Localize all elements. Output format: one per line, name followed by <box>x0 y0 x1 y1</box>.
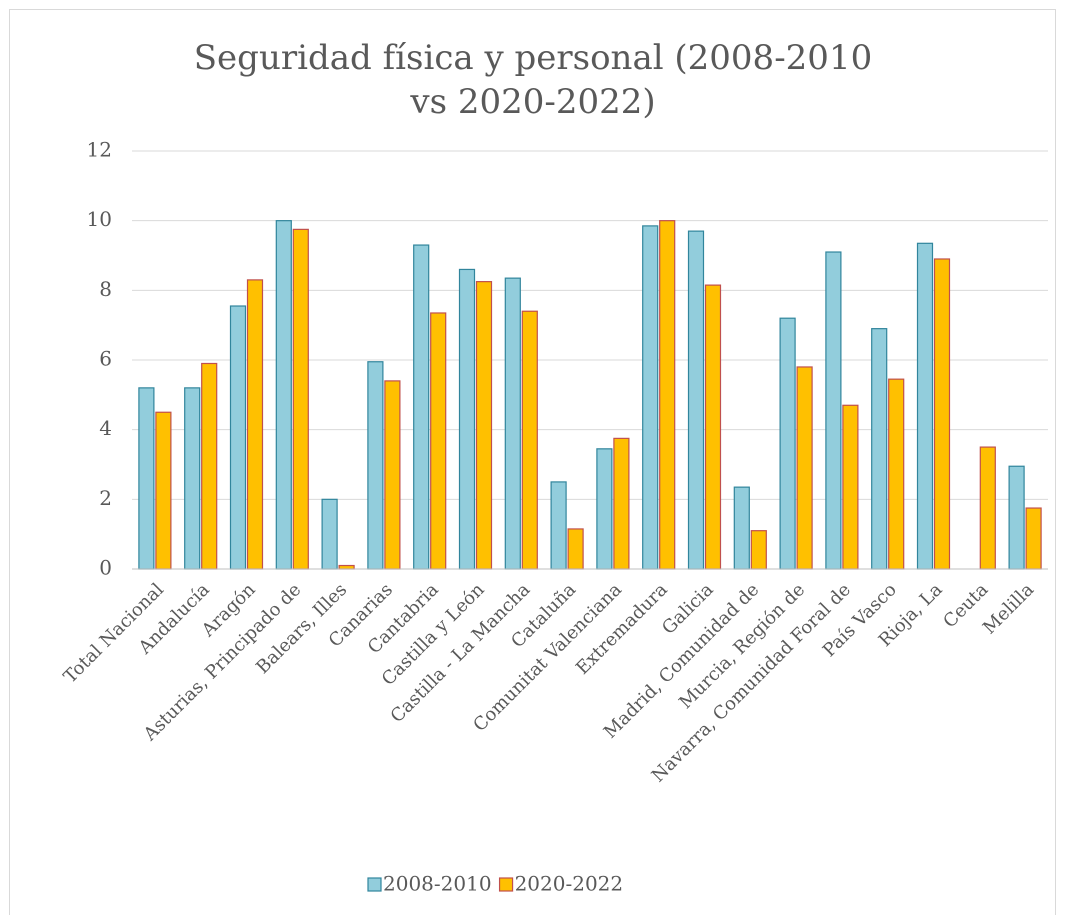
bar <box>275 220 292 570</box>
bar <box>1008 465 1025 570</box>
y-tick-label: 2 <box>99 486 112 510</box>
chart-frame <box>9 9 1056 915</box>
bar <box>933 258 951 570</box>
bar <box>413 244 430 570</box>
bar <box>888 378 905 570</box>
legend-swatch <box>367 877 382 892</box>
bar <box>550 481 567 570</box>
bar <box>138 387 155 570</box>
bar <box>184 387 201 570</box>
y-tick-label: 0 <box>99 556 112 580</box>
bar <box>367 361 384 570</box>
bar <box>796 366 813 570</box>
bar <box>596 448 613 570</box>
bar <box>246 279 264 570</box>
bar <box>475 281 493 570</box>
bar <box>504 277 521 570</box>
bar <box>916 242 934 570</box>
bar <box>430 312 447 570</box>
bar <box>458 268 476 570</box>
y-tick-label: 12 <box>87 138 112 162</box>
y-tick-label: 4 <box>99 416 112 440</box>
x-tick-label: Melilla <box>979 579 1038 638</box>
legend-swatch <box>498 877 514 892</box>
bar <box>201 362 218 570</box>
bar <box>825 251 842 570</box>
bar <box>842 404 859 570</box>
bar <box>155 411 172 570</box>
bar <box>979 446 996 570</box>
bar <box>292 228 309 570</box>
legend-label: 2020-2022 <box>515 872 624 896</box>
legend-label: 2008-2010 <box>383 872 492 896</box>
bar <box>704 284 722 570</box>
bar <box>871 328 888 570</box>
bar <box>687 230 705 570</box>
bar <box>338 564 355 570</box>
bar <box>384 380 401 570</box>
bar <box>321 498 338 570</box>
bar <box>567 528 584 570</box>
bar <box>642 225 659 570</box>
chart-title: Seguridad física y personal (2008-2010 v… <box>193 38 873 122</box>
y-tick-label: 6 <box>99 347 112 371</box>
y-tick-label: 8 <box>99 277 112 301</box>
bar <box>613 437 630 570</box>
y-tick-label: 10 <box>87 207 112 231</box>
bar <box>750 530 767 570</box>
bar <box>733 486 750 570</box>
bar <box>659 220 676 570</box>
bar <box>521 310 538 570</box>
bar <box>1025 507 1042 570</box>
bar <box>779 317 796 570</box>
bar <box>229 305 247 570</box>
